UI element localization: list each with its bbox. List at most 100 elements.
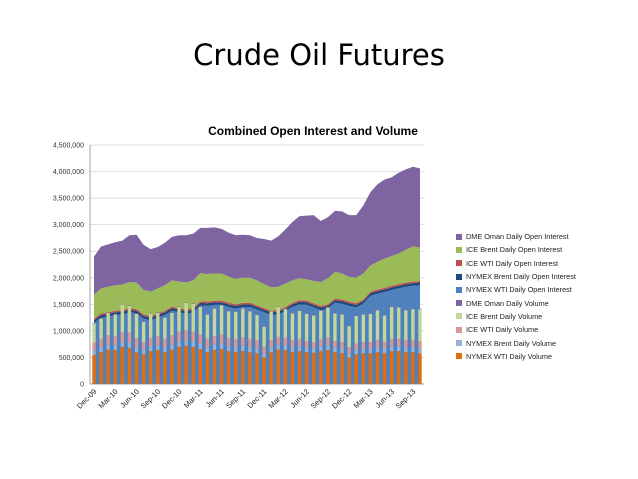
bar-ice-brent-daily-volume (127, 305, 132, 333)
bar-nymex-brent-daily-volume (404, 347, 408, 353)
bar-nymex-brent-daily-volume (184, 340, 188, 346)
bar-nymex-wti-daily-volume (397, 351, 401, 384)
bar-nymex-brent-daily-volume (226, 346, 231, 352)
bar-ice-wti-daily-volume (382, 342, 387, 349)
bar-nymex-brent-daily-volume (92, 350, 96, 355)
bar-nymex-brent-daily-volume (269, 347, 273, 353)
bar-nymex-brent-daily-volume (106, 344, 110, 350)
bar-nymex-brent-daily-volume (177, 341, 181, 347)
bar-dme-oman-daily-volume (269, 310, 273, 312)
bar-ice-wti-daily-volume (283, 337, 288, 346)
bar-ice-brent-daily-volume (269, 311, 273, 340)
legend-label: ICE WTI Daily Volume (466, 325, 539, 335)
bar-nymex-wti-daily-volume (418, 353, 422, 384)
bar-dme-oman-daily-volume (361, 313, 366, 315)
bar-ice-wti-daily-volume (156, 336, 160, 346)
x-tick-label: Mar-11 (182, 387, 205, 410)
bar-dme-oman-daily-volume (319, 310, 323, 311)
bar-ice-wti-daily-volume (319, 339, 323, 347)
bar-ice-wti-daily-volume (397, 338, 401, 347)
bar-nymex-wti-daily-volume (234, 352, 238, 384)
bar-ice-wti-daily-volume (311, 342, 316, 349)
bar-dme-oman-daily-volume (148, 312, 153, 314)
bar-ice-brent-daily-volume (234, 311, 238, 340)
bar-ice-wti-daily-volume (234, 339, 238, 348)
bar-nymex-brent-daily-volume (311, 348, 316, 353)
bar-nymex-brent-daily-volume (120, 341, 125, 347)
bar-nymex-wti-daily-volume (120, 346, 125, 384)
bar-ice-brent-daily-volume (226, 311, 231, 338)
bar-ice-wti-daily-volume (184, 330, 188, 341)
x-tick-label: Mar-10 (97, 387, 120, 410)
bar-nymex-wti-daily-volume (297, 351, 302, 384)
bar-nymex-brent-daily-volume (241, 345, 245, 352)
legend-swatch (456, 273, 462, 280)
x-tick-label: Sep-12 (309, 387, 332, 410)
bar-nymex-wti-daily-volume (219, 348, 224, 384)
bar-nymex-wti-daily-volume (375, 352, 380, 384)
y-tick-label: 4,500,000 (53, 143, 84, 150)
bar-ice-wti-daily-volume (418, 340, 422, 349)
bar-ice-brent-daily-volume (205, 314, 210, 339)
bar-nymex-wti-daily-volume (290, 352, 295, 384)
bar-nymex-brent-daily-volume (99, 347, 103, 353)
bar-ice-brent-daily-volume (319, 310, 323, 340)
legend-item: NYMEX WTI Daily Volume (456, 350, 576, 363)
y-tick-label: 500,000 (59, 355, 84, 362)
bar-ice-wti-daily-volume (368, 342, 373, 349)
bar-ice-brent-daily-volume (347, 326, 351, 348)
bar-ice-brent-daily-volume (219, 305, 224, 335)
bar-ice-wti-daily-volume (148, 337, 153, 347)
bar-nymex-brent-daily-volume (368, 348, 373, 354)
bar-nymex-wti-daily-volume (326, 350, 330, 384)
x-tick-label: Mar-13 (352, 387, 375, 410)
bar-nymex-wti-daily-volume (354, 354, 358, 384)
bar-ice-wti-daily-volume (219, 334, 224, 344)
bar-dme-oman-daily-volume (234, 311, 238, 312)
bar-nymex-brent-daily-volume (156, 345, 160, 351)
bar-ice-wti-daily-volume (92, 342, 96, 351)
bar-ice-brent-daily-volume (333, 313, 337, 341)
bar-nymex-wti-daily-volume (262, 357, 266, 384)
bar-ice-brent-daily-volume (389, 306, 394, 339)
bar-ice-wti-daily-volume (347, 347, 351, 354)
bar-nymex-wti-daily-volume (248, 352, 252, 384)
legend-label: ICE Brent Daily Open Interest (466, 245, 563, 255)
bar-ice-brent-daily-volume (361, 314, 366, 343)
bar-ice-wti-daily-volume (163, 338, 167, 348)
bar-nymex-brent-daily-volume (163, 347, 167, 353)
x-tick-label: Dec-12 (330, 387, 353, 410)
bar-ice-brent-daily-volume (262, 326, 266, 347)
bar-dme-oman-daily-volume (156, 312, 160, 313)
bar-ice-wti-daily-volume (255, 340, 259, 349)
legend-label: DME Oman Daily Open Interest (466, 232, 569, 242)
bar-ice-wti-daily-volume (198, 334, 203, 344)
x-tick-label: Dec-11 (245, 387, 268, 410)
bar-dme-oman-daily-volume (297, 310, 302, 311)
bar-dme-oman-daily-volume (226, 310, 231, 312)
bar-ice-wti-daily-volume (248, 338, 252, 348)
bar-nymex-wti-daily-volume (304, 352, 309, 384)
bar-ice-brent-daily-volume (113, 314, 117, 337)
bar-dme-oman-daily-volume (248, 310, 252, 312)
bar-dme-oman-daily-volume (205, 313, 210, 315)
bar-ice-brent-daily-volume (283, 309, 288, 338)
bar-dme-oman-daily-volume (283, 308, 288, 310)
area-ice-brent-daily-open-interest (94, 246, 420, 319)
bar-nymex-wti-daily-volume (106, 349, 110, 384)
bar-ice-wti-daily-volume (276, 336, 280, 345)
legend-swatch (456, 260, 462, 267)
bar-dme-oman-daily-volume (198, 306, 203, 307)
bar-dme-oman-daily-volume (354, 315, 358, 317)
x-tick-label: Dec-09 (75, 387, 98, 410)
bar-dme-oman-daily-volume (120, 303, 125, 305)
bar-ice-wti-daily-volume (304, 340, 309, 348)
bar-dme-oman-daily-volume (241, 308, 245, 309)
bar-dme-oman-daily-volume (290, 312, 295, 314)
bar-nymex-brent-daily-volume (347, 353, 351, 358)
bar-nymex-brent-daily-volume (326, 345, 330, 351)
bar-ice-brent-daily-volume (255, 314, 259, 341)
legend-label: NYMEX WTI Daily Volume (466, 351, 552, 361)
legend-item: ICE Brent Daily Volume (456, 310, 576, 323)
